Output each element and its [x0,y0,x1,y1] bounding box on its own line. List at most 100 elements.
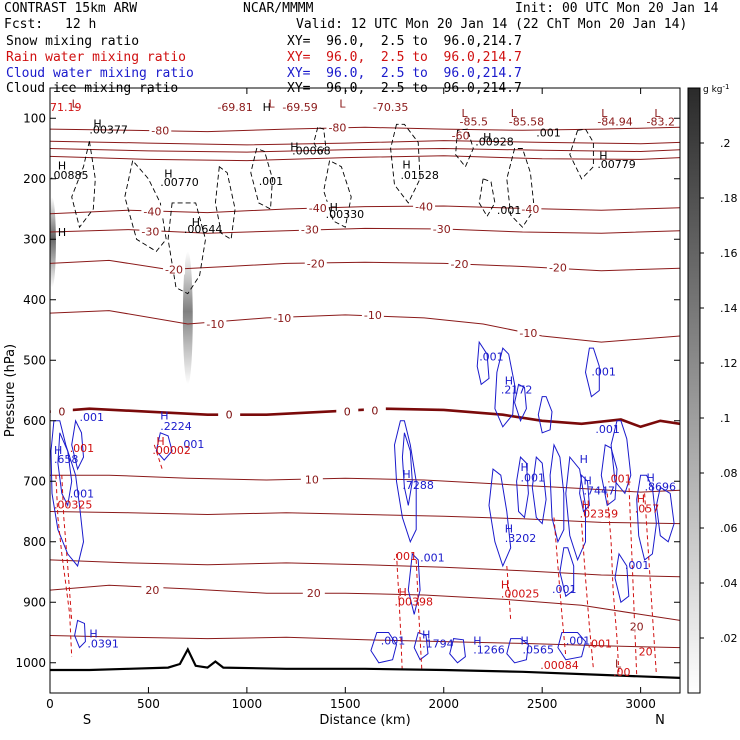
field-snow-label: Snow mixing ratio [6,34,140,49]
x-tick-label: 2000 [428,697,459,711]
rain-water-contour [153,444,163,470]
contour-label-bg [519,203,542,214]
colorbar-tick-label: .12 [720,357,738,370]
rain-water-contour [61,475,73,621]
contour-label-bg [204,317,227,329]
field-snow-xy: XY= 96.0, 2.5 to 96.0,214.7 [287,34,522,49]
cloud-ice-contour [323,159,352,228]
cloud-ice-contour [478,178,496,218]
cloud-water-contour [488,468,512,568]
colorbar-tick-label: .04 [720,577,738,590]
contour-label-bg [50,405,73,417]
maximum-marker: H [290,140,298,153]
extremum-value-label: .001 [420,552,445,565]
extremum-value-label: .00002 [152,444,191,457]
temperature-contour [50,155,680,162]
minimum-marker: L [461,107,468,120]
y-tick-label: 100 [23,111,46,125]
temperature-contour-label: -20 [451,258,469,271]
cloud-water-contour [50,420,85,568]
extremum-value-label: .1266 [473,644,505,657]
header-model: CONTRAST 15km ARW [4,1,138,16]
contour-label-bg [430,222,453,234]
y-tick-label: 200 [23,172,46,186]
rain-water-contour [415,559,423,675]
extremum-value-label: .8696 [645,480,677,493]
temperature-contour-label: 0 [226,409,233,422]
contour-label-bg [363,404,386,416]
maximum-marker: H [584,474,592,487]
cloud-water-contour [549,443,565,544]
temperature-contour [50,559,680,578]
colorbar-tick-label: .06 [720,522,738,535]
minimum-marker: L [654,107,661,120]
cloud-ice-contour [313,126,327,156]
header-fcst-label: Fcst: [4,17,44,32]
x-tick-label: 0 [46,697,54,711]
cloud-ice-contour [214,165,236,241]
temperature-contour-label: -40 [415,201,433,214]
cloud-water-contour [71,419,85,471]
extremum-value-label: .00 [613,666,631,679]
temperature-contour [50,147,680,153]
contour-label-bg [139,225,162,237]
cloud-water-contour [531,456,547,525]
cloud-water-contour [514,383,527,423]
extremum-value-label: .001 [587,638,612,651]
cloud-water-contour [393,420,417,544]
extremum-value-label: .00377 [89,123,128,136]
maximum-marker: H [402,158,410,171]
cloud-ice-contour [569,128,594,180]
header-center: NCAR/MMMM [243,1,314,16]
extremum-value-label: .001 [70,488,95,501]
cloud-ice-contour [167,202,206,295]
x-tick-label: 500 [137,697,160,711]
extremum-value-label: .001 [80,411,105,424]
extremum-value-label: .057 [635,503,660,516]
cloud-water-contour [565,455,586,562]
maximum-marker: H [58,160,66,173]
maximum-marker: H [93,117,101,130]
contour-label-bg [625,620,648,632]
extremum-value-label: -85.5 [460,116,488,129]
cloud-ice-contour [250,147,273,210]
extremum-value-label: .00779 [597,158,636,171]
colorbar-tick-label: .1 [720,412,731,425]
temperature-contour-label: -40 [143,205,161,218]
extremum-value-label: .001 [497,204,522,217]
colorbar-unit-label: g kg-1 [703,83,729,95]
extremum-value-label: -69.59 [282,101,317,114]
extremum-value-label: .7288 [402,479,434,492]
temperature-contour-label: 20 [630,620,644,633]
extremum-value-label: .001 [595,423,620,436]
temperature-contour [50,259,680,272]
extremum-value-label: .00928 [475,135,514,148]
x-axis-label: Distance (km) [319,713,410,728]
maximum-marker: H [89,627,97,640]
cloud-water-contour [74,619,86,649]
minimum-marker: L [511,107,518,120]
plot-area [50,121,680,693]
extremum-value-label: .001 [180,438,205,451]
extremum-value-label: .658 [54,453,79,466]
rain-water-contour [644,493,657,675]
y-tick-label: 700 [23,474,46,488]
cloud-water-contour [449,638,466,664]
ice-shading-region [182,251,193,385]
cloud-water-contour [494,347,516,428]
contour-label-bg [271,311,294,323]
contour-label-bg [149,124,172,136]
extremum-value-label: .00885 [50,169,89,182]
temperature-contour-label: 20 [307,587,321,600]
cloud-ice-contour [71,141,96,229]
contour-label-bg [326,121,349,133]
colorbar [687,87,701,694]
extremum-value-label: 71.19 [50,101,82,114]
maximum-marker: H [483,131,491,144]
extremum-value-label: .001 [381,635,406,648]
cloud-water-contour [636,474,657,561]
colorbar-tick-label: .02 [720,632,738,645]
extremum-value-label: .7447 [584,485,616,498]
y-tick-label: 1000 [15,656,46,670]
